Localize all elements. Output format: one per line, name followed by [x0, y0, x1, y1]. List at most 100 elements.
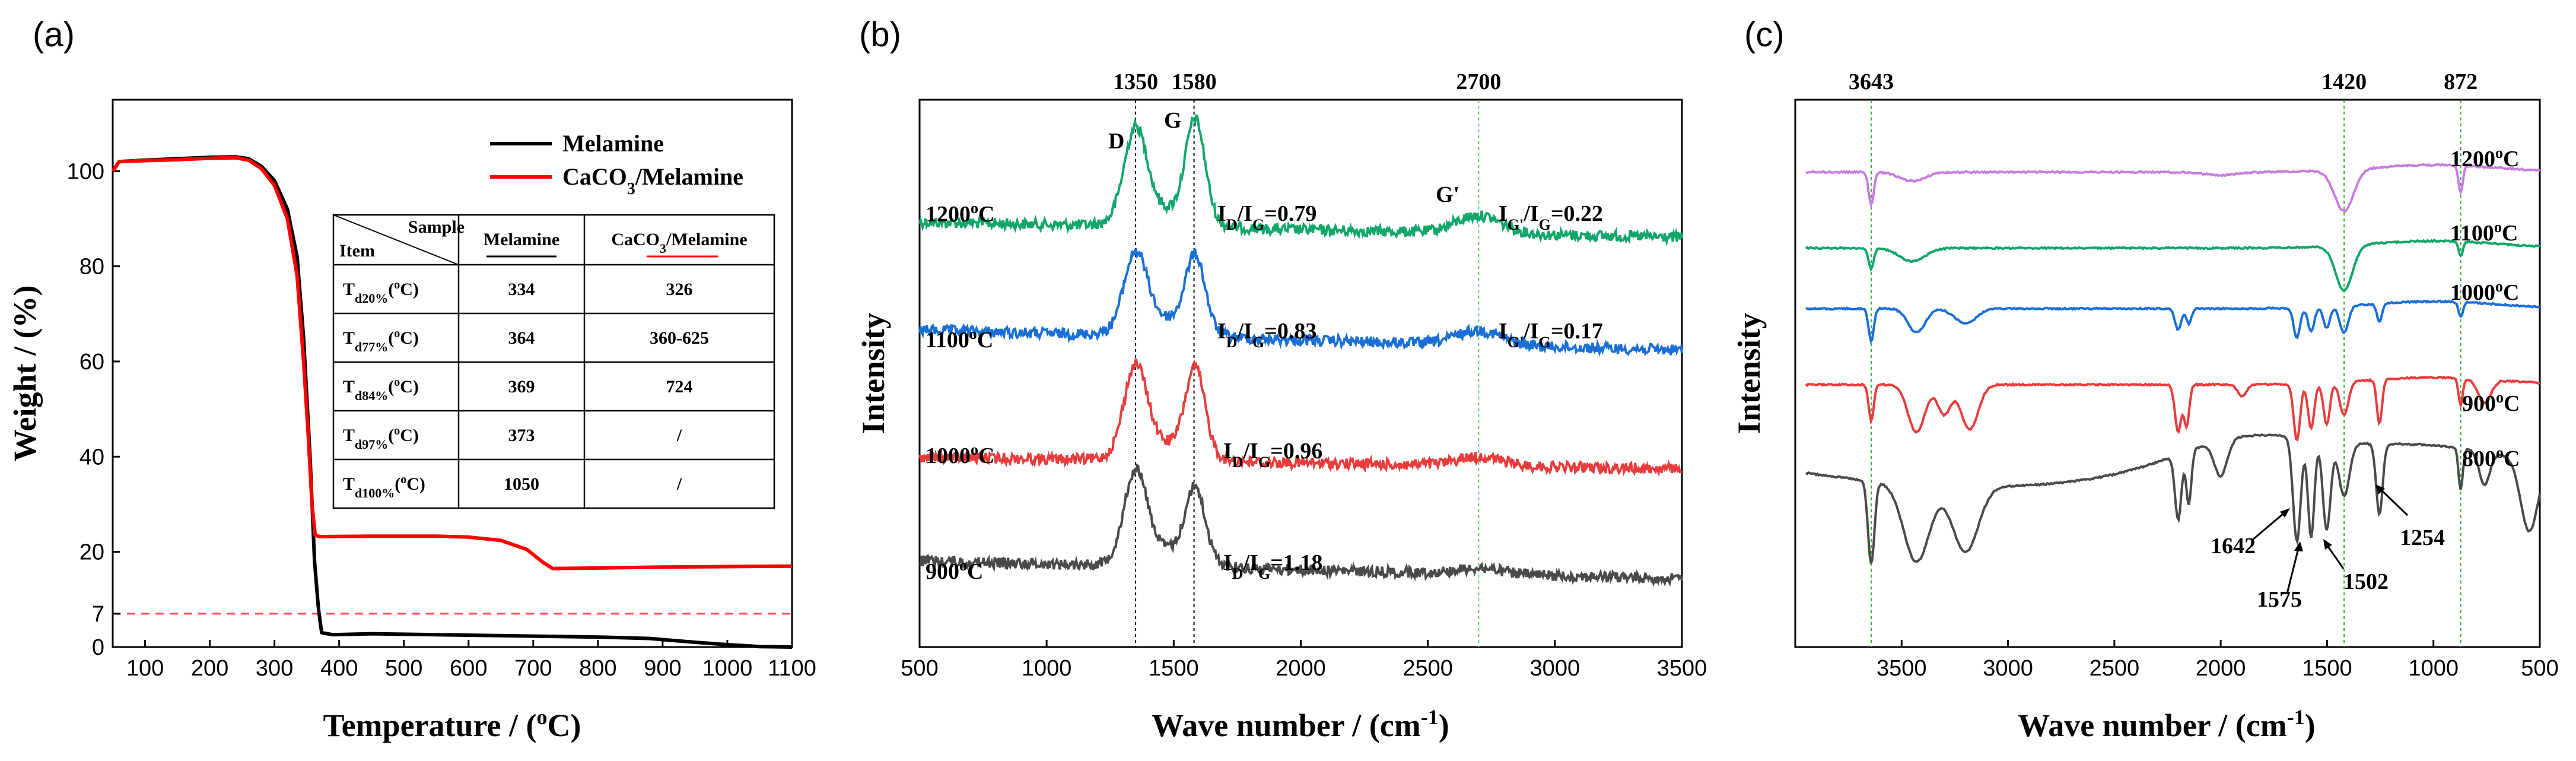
panel-a-xtick-label: 500: [385, 656, 422, 681]
series-label-c-1100: 1100oC: [2450, 218, 2518, 246]
ratio-1100: ID/IG=0.83: [1217, 319, 1316, 351]
panel-c-series-line-1: [1805, 239, 2541, 292]
series-label-b-1100: 1100oC: [926, 325, 993, 353]
panel-b-label: (b): [859, 15, 901, 54]
panel-a-ytick-label: 0: [92, 635, 104, 660]
table-header-melamine: Melamine: [484, 230, 559, 249]
series-label-b-1000: 1000oC: [926, 441, 994, 469]
panel-a-label: (a): [33, 15, 75, 54]
table-cell-melamine: 373: [508, 426, 535, 445]
panel-b-reference-label: 1580: [1172, 69, 1217, 94]
series-label-b-900: 900oC: [926, 557, 983, 585]
table-cell-caco3-melamine: 724: [666, 377, 693, 397]
table-cell-melamine: 334: [508, 280, 535, 299]
panel-c-xtick-label: 1000: [2408, 656, 2459, 681]
panel-a-xlabel: Temperature / (oC): [323, 705, 581, 743]
table-row-label: Td100%(oC): [343, 473, 425, 500]
table-row-label: Td97%(oC): [343, 424, 419, 452]
panel-c-xtick-label: 3000: [1983, 656, 2033, 681]
table-header-item: Item: [339, 241, 375, 261]
panel-c-reference-label: 872: [2444, 69, 2478, 94]
panel-a-ytick-label: 80: [79, 255, 104, 280]
panel-b-xtick-label: 500: [901, 656, 938, 681]
table-row-label: Td84%(oC): [343, 376, 419, 403]
panel-b-series-line-2: [918, 358, 1683, 477]
peak-label-d: D: [1108, 129, 1124, 154]
panel-a-ytick-label: 7: [92, 602, 104, 627]
panel-c-xtick-label: 2500: [2090, 656, 2140, 681]
panel-c-reference-label: 3643: [1849, 69, 1894, 94]
band-label-1502: 1502: [2343, 569, 2389, 594]
panel-c-series-line-2: [1805, 299, 2541, 344]
panel-a-xtick-label: 600: [450, 656, 487, 681]
table-header-sample: Sample: [408, 217, 465, 237]
table-cell-caco3-melamine: /: [676, 474, 682, 494]
legend-label-melamine: Melamine: [562, 130, 664, 157]
panel-c: 3500 3000 2500 2000 1500 1000 500 3643 1420 872 …: [1731, 69, 2559, 743]
panel-a-xtick-label: 100: [126, 656, 164, 681]
panel-a-series-line-1: [111, 156, 793, 570]
panel-c-xtick-label: 1500: [2302, 656, 2352, 681]
panel-c-xtick-label: 2000: [2196, 656, 2246, 681]
peak-label-g-prime: G': [1436, 182, 1459, 207]
legend-label-caco3-melamine: CaCO3/Melamine: [562, 163, 743, 198]
panel-c-ylabel: Intensity: [1731, 313, 1767, 434]
panel-b-xtick-label: 3000: [1530, 656, 1580, 681]
band-label-1254: 1254: [2400, 525, 2445, 550]
panel-b-xtick-label: 1500: [1149, 656, 1199, 681]
panel-b-xlabel: Wave number / (cm-1): [1152, 705, 1449, 743]
panel-a-ytick-label: 60: [79, 350, 104, 375]
panel-b-series-line-1: [918, 248, 1683, 357]
panel-b-series-line-3: [919, 463, 1683, 587]
table-cell-caco3-melamine: /: [676, 426, 682, 445]
series-label-c-900: 900oC: [2462, 389, 2520, 417]
panel-c-reference-label: 1420: [2321, 69, 2367, 94]
series-label-b-1200: 1200oC: [926, 199, 994, 227]
band-label-1575: 1575: [2257, 587, 2302, 612]
panel-a-table: Sample Item Melamine CaCO3/Melamine Td20…: [332, 214, 775, 509]
table-cell-melamine: 369: [508, 377, 535, 397]
panel-b: 500 1000 1500 2000 2500 3000 3500 1350 1580 2700…: [856, 69, 1707, 743]
peak-label-g: G: [1164, 108, 1182, 133]
panel-b-ylabel: Intensity: [856, 313, 891, 434]
panel-a-ylabel: Weight / (%): [7, 286, 43, 462]
table-cell-caco3-melamine: 360-625: [650, 328, 709, 348]
panel-c-series-line-4: [1805, 433, 2541, 564]
table-row-label: Td77%(oC): [343, 327, 419, 354]
panel-c-frame: [1794, 99, 2541, 648]
panel-a-ytick-label: 40: [79, 445, 104, 470]
panel-a-ytick-label: 20: [79, 540, 104, 565]
panel-c-series-line-3: [1805, 375, 2541, 442]
panel-b-reference-label: 2700: [1456, 69, 1501, 94]
table-cell-melamine: 1050: [504, 474, 539, 494]
panel-c-xtick-label: 500: [2521, 656, 2558, 681]
table-cell-melamine: 364: [508, 328, 535, 348]
panel-c-series-line-0: [1805, 163, 2541, 213]
series-label-c-1200: 1200oC: [2450, 144, 2519, 172]
table-row-label: Td20%(oC): [343, 278, 419, 306]
panel-a-xtick-label: 1000: [702, 656, 753, 681]
panel-b-xtick-label: 2500: [1403, 656, 1453, 681]
panel-a-legend: Melamine CaCO3/Melamine: [490, 130, 743, 198]
ratio2-1200: IG'/IG=0.22: [1499, 201, 1603, 233]
band-label-1642: 1642: [2211, 534, 2256, 559]
band-annotations: 1642 1575 1502 1254: [2211, 484, 2445, 612]
panel-a-xtick-label: 900: [644, 656, 681, 681]
table-cell-caco3-melamine: 326: [666, 280, 693, 299]
panel-c-label: (c): [1744, 15, 1785, 54]
panel-b-series-line-0: [918, 114, 1683, 247]
panel-c-xtick-label: 3500: [1877, 656, 1927, 681]
series-label-c-800: 800oC: [2462, 444, 2520, 472]
panel-b-xtick-label: 2000: [1276, 656, 1326, 681]
panel-b-xtick-label: 3500: [1657, 656, 1707, 681]
series-label-c-1000: 1000oC: [2450, 278, 2519, 306]
panel-b-xtick-label: 1000: [1022, 656, 1072, 681]
panel-a-xtick-label: 400: [320, 656, 358, 681]
panel-a-xtick-label: 300: [256, 656, 293, 681]
panel-c-xlabel: Wave number / (cm-1): [2018, 705, 2315, 743]
panel-a-xtick-label: 700: [514, 656, 552, 681]
panel-a-xtick-label: 800: [579, 656, 616, 681]
panel-b-reference-label: 1350: [1113, 69, 1158, 94]
panel-a: 100 200 300 400 500 600 700 800 900 1000 1100 0 7 20…: [7, 99, 816, 743]
